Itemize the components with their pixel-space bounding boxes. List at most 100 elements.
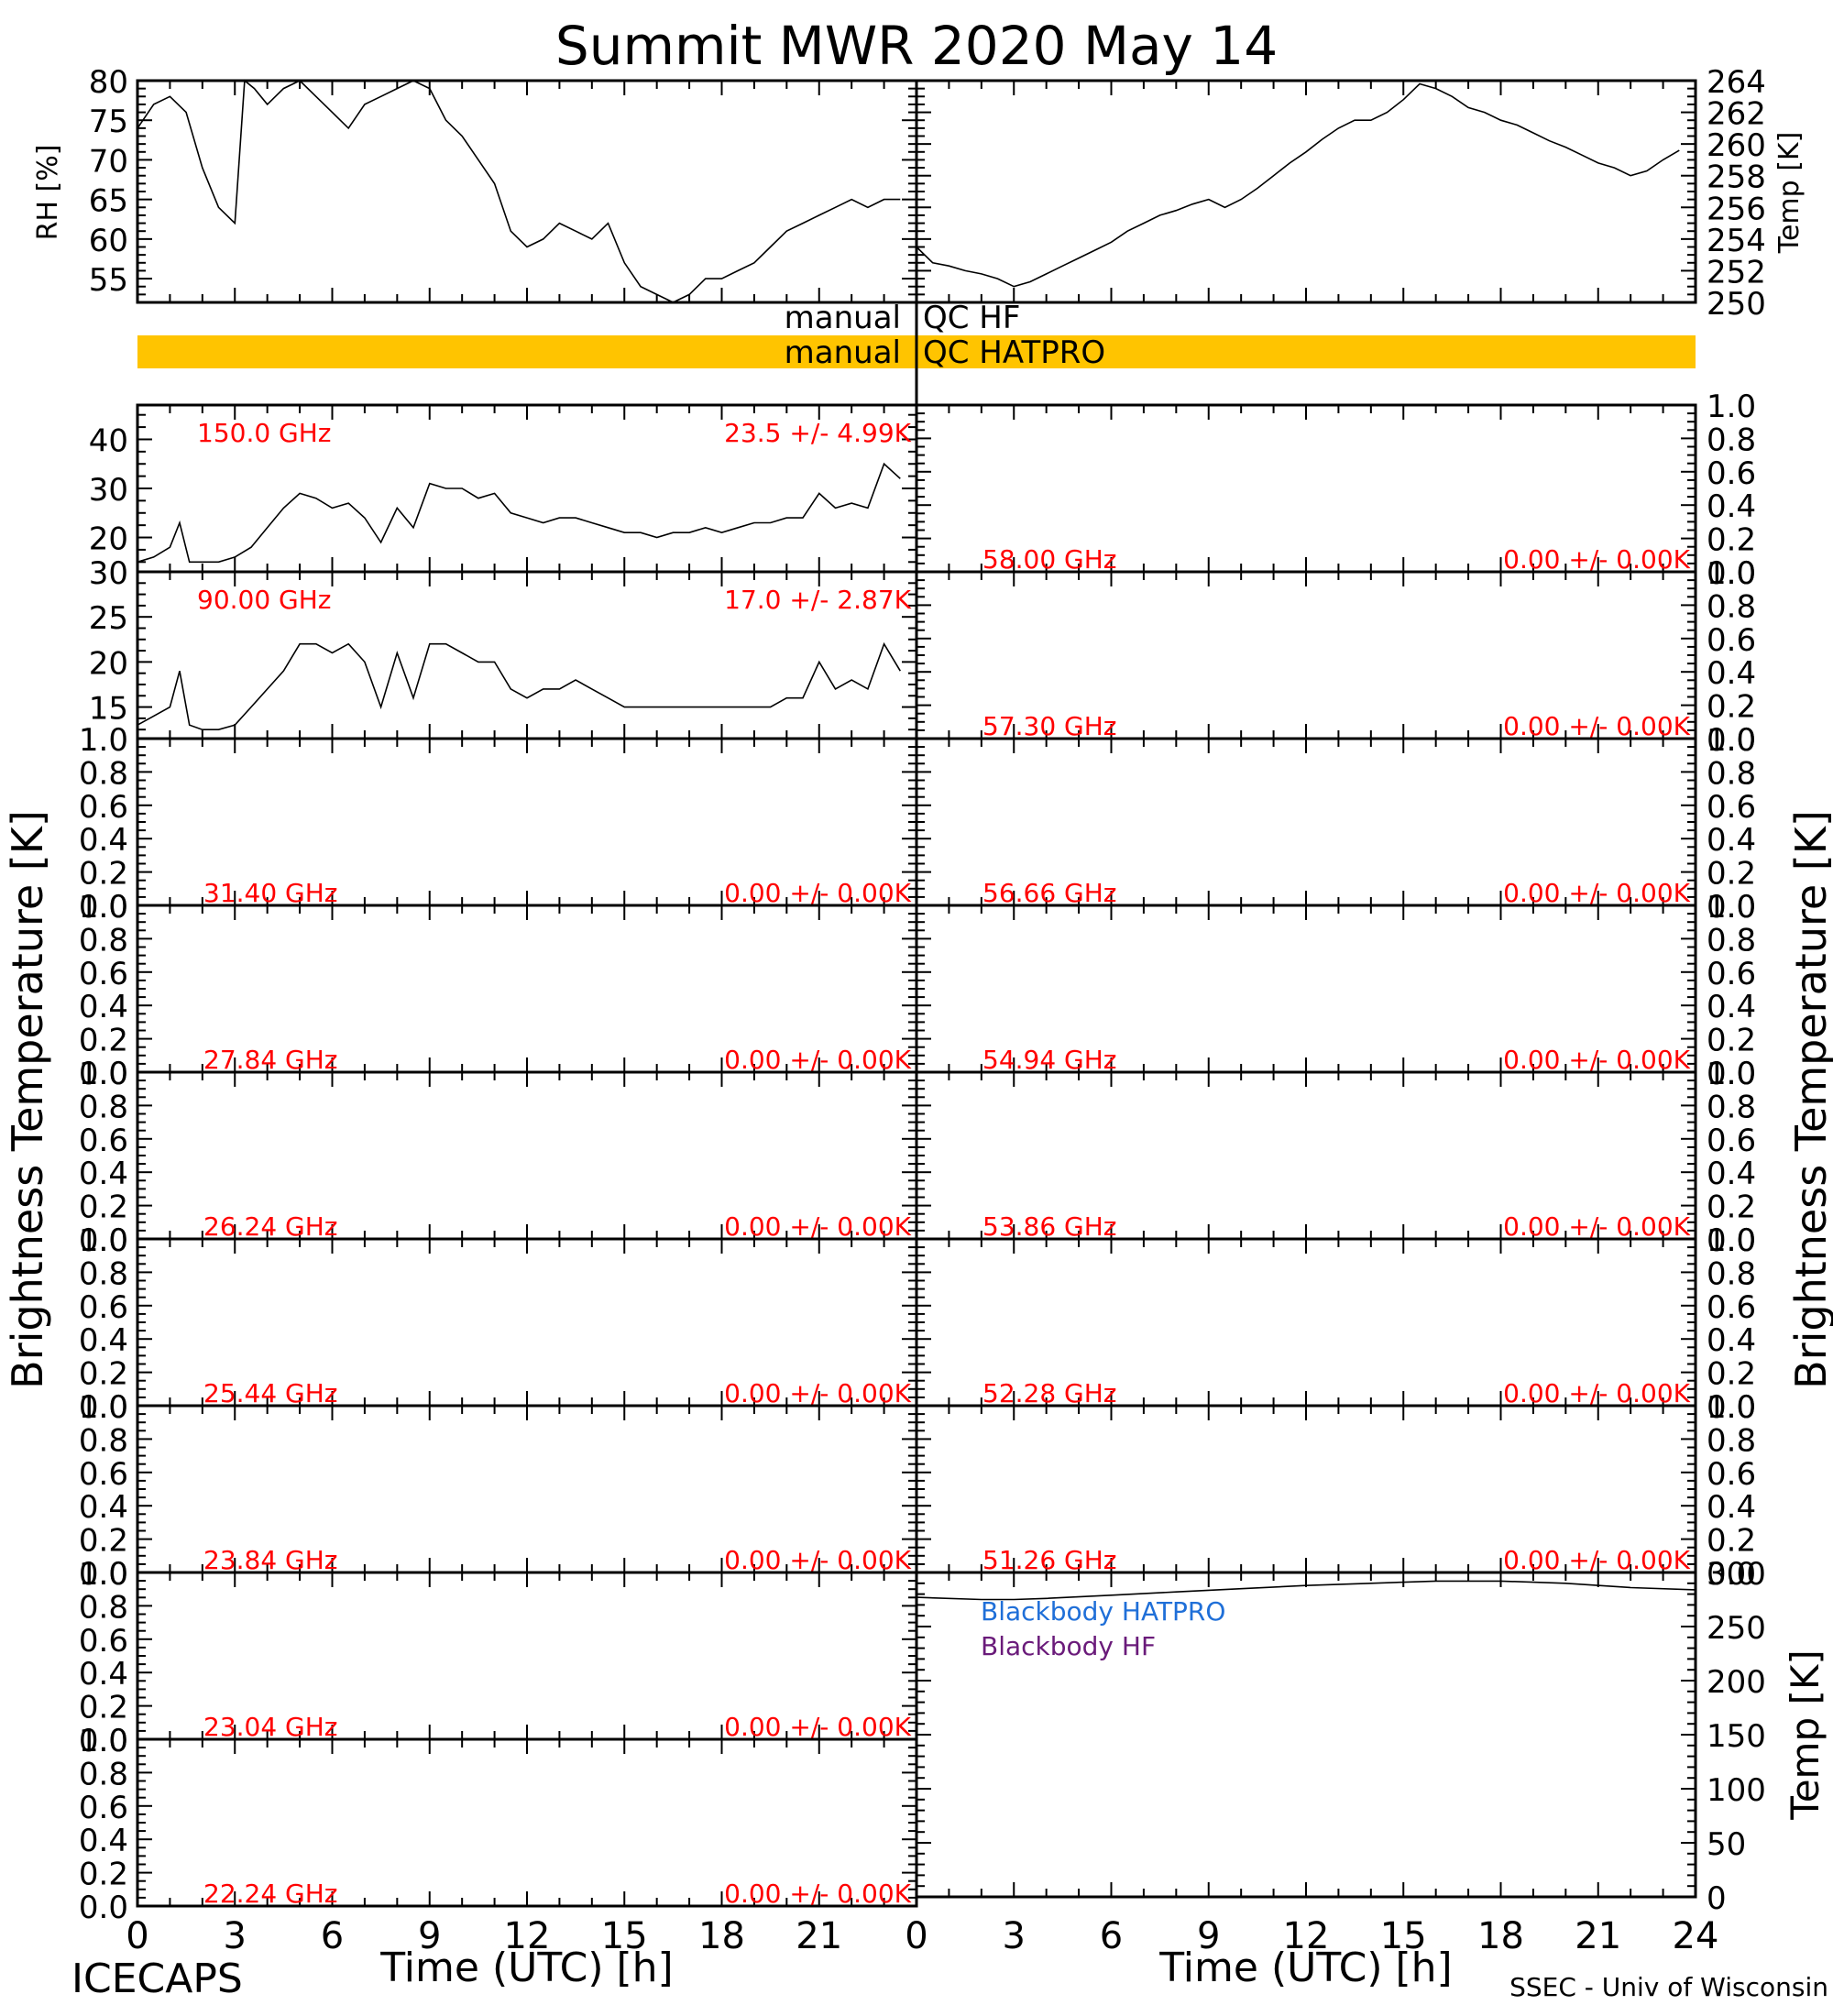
air-temp-ylabel: Temp [K] <box>1773 132 1806 255</box>
panel-ch_23.84: 0.00.20.40.60.81.023.84 GHz 0.00 +/- 0.00… <box>79 1389 918 1593</box>
y-tick-label: 264 <box>1707 64 1766 101</box>
y-tick-label: 0.4 <box>1707 822 1756 859</box>
y-tick-label: 0.6 <box>1707 789 1756 826</box>
y-tick-label: 262 <box>1707 96 1766 133</box>
channel-freq-label: 150.0 GHz <box>197 418 332 448</box>
channel-freq-label: 56.66 GHz <box>982 878 1117 908</box>
y-tick-label: 25 <box>89 600 128 637</box>
channel-stat-label: 0.00 +/- 0.00K <box>724 1879 911 1909</box>
y-tick-label: 254 <box>1707 223 1766 259</box>
y-tick-label: 0.2 <box>1707 522 1756 559</box>
x-tick-label: 18 <box>698 1915 745 1957</box>
x-tick-label: 0 <box>905 1915 927 1957</box>
panel-ch_150: 20 30 40 150.0 GHz 23.5 +/- 4.99K <box>89 403 918 574</box>
y-tick-label: 0.2 <box>1707 856 1756 893</box>
y-tick-label: 0.0 <box>1707 1056 1756 1092</box>
y-tick-label: 30 <box>89 555 128 592</box>
y-tick-label: 0.0 <box>1707 1389 1756 1426</box>
x-tick-label: 24 <box>1673 1915 1719 1957</box>
channel-freq-label: 57.30 GHz <box>982 711 1117 741</box>
channel-freq-label: 25.44 GHz <box>203 1378 338 1408</box>
panel-ch_58.00: 0.00.20.40.60.81.058.00 GHz 0.00 +/- 0.00… <box>915 389 1756 592</box>
y-tick-label: 1.0 <box>79 1389 128 1426</box>
channel-freq-label: 23.04 GHz <box>203 1712 338 1742</box>
y-tick-label: 0.0 <box>79 1890 128 1926</box>
left-ylabel: Brightness Temperature [K] <box>3 810 52 1389</box>
y-tick-label: 0.6 <box>79 956 128 992</box>
x-tick-label: 15 <box>1380 1915 1427 1957</box>
channel-freq-label: 51.26 GHz <box>982 1545 1117 1575</box>
channel-freq-label: 27.84 GHz <box>203 1045 338 1075</box>
panel-ch_27.84: 0.00.20.40.60.81.027.84 GHz 0.00 +/- 0.00… <box>79 889 918 1092</box>
channel-stat-label: 0.00 +/- 0.00K <box>1503 1545 1690 1575</box>
y-tick-label: 0.2 <box>1707 1189 1756 1226</box>
y-tick-label: 1.0 <box>1707 889 1756 926</box>
y-tick-label: 258 <box>1707 159 1766 196</box>
y-tick-label: 0.6 <box>1707 1456 1756 1493</box>
x-tick-label: 3 <box>1003 1915 1026 1957</box>
y-tick-label: 0.8 <box>1707 922 1756 959</box>
blackbody-line <box>916 1580 1696 1601</box>
y-tick-label: 0.6 <box>79 1623 128 1660</box>
x-tick-label: 0 <box>126 1915 148 1957</box>
y-tick-label: 250 <box>1707 1610 1766 1647</box>
y-tick-label: 40 <box>89 422 128 459</box>
y-tick-label: 0.0 <box>1707 1222 1756 1259</box>
y-tick-label: 1.0 <box>79 722 128 759</box>
y-tick-label: 0.8 <box>79 1089 128 1125</box>
y-tick-label: 100 <box>1707 1772 1766 1809</box>
y-tick-label: 1.0 <box>79 1556 128 1593</box>
y-tick-label: 0.2 <box>79 1356 128 1393</box>
y-tick-label: 0.8 <box>79 922 128 959</box>
y-tick-label: 75 <box>89 104 128 140</box>
channel-stat-label: 0.00 +/- 0.00K <box>724 1712 911 1742</box>
y-tick-label: 0.8 <box>1707 1255 1756 1292</box>
panel-ch_54.94: 0.00.20.40.60.81.054.94 GHz 0.00 +/- 0.00… <box>915 889 1756 1092</box>
y-tick-label: 0.0 <box>79 1056 128 1092</box>
tb-line <box>137 462 901 564</box>
x-tick-label: 18 <box>1477 1915 1524 1957</box>
y-tick-label: 1.0 <box>79 1056 128 1092</box>
channel-freq-label: 53.86 GHz <box>982 1211 1117 1242</box>
y-tick-label: 0.2 <box>1707 1356 1756 1393</box>
y-tick-label: 1.0 <box>1707 722 1756 759</box>
channel-stat-label: 23.5 +/- 4.99K <box>724 418 911 448</box>
figure-title: Summit MWR 2020 May 14 <box>555 15 1278 77</box>
channel-freq-label: 23.84 GHz <box>203 1545 338 1575</box>
plot-frame <box>136 79 918 304</box>
xlabel-right: Time (UTC) [h] <box>1158 1945 1452 1991</box>
y-tick-label: 0.8 <box>1707 1422 1756 1459</box>
y-tick-label: 0.2 <box>79 856 128 893</box>
y-tick-label: 65 <box>89 183 128 220</box>
y-tick-label: 0.6 <box>79 1790 128 1826</box>
y-tick-label: 0.0 <box>79 1222 128 1259</box>
qc-hatpro-right-label: QC HATPRO <box>923 334 1105 371</box>
y-tick-label: 1.0 <box>79 889 128 926</box>
y-tick-label: 30 <box>89 472 128 509</box>
qc-hf-left-label: manual <box>785 300 901 336</box>
channel-freq-label: 58.00 GHz <box>982 544 1117 575</box>
channel-stat-label: 0.00 +/- 0.00K <box>1503 1045 1690 1075</box>
panel-ch_90: 15 20 25 30 90.00 GHz 17.0 +/- 2.87K <box>89 555 918 740</box>
channel-stat-label: 0.00 +/- 0.00K <box>1503 878 1690 908</box>
panel-ch_22.24: 0.00.20.40.60.81.022.24 GHz 0.00 +/- 0.00… <box>79 1723 918 1926</box>
panel-ch_23.04: 0.00.20.40.60.81.023.04 GHz 0.00 +/- 0.00… <box>79 1556 918 1759</box>
x-tick-label: 9 <box>1197 1915 1220 1957</box>
blackbody-ylabel: Temp [K] <box>1783 1649 1828 1821</box>
y-tick-label: 0.2 <box>79 1189 128 1226</box>
y-tick-label: 70 <box>89 143 128 180</box>
y-tick-label: 0.4 <box>79 1823 128 1859</box>
y-tick-label: 0.4 <box>1707 1156 1756 1192</box>
x-tick-label: 21 <box>796 1915 842 1957</box>
panel-ch_26.24: 0.00.20.40.60.81.026.24 GHz 0.00 +/- 0.00… <box>79 1056 918 1259</box>
y-tick-label: 252 <box>1707 254 1766 290</box>
channel-stat-label: 0.00 +/- 0.00K <box>1503 1211 1690 1242</box>
y-tick-label: 0.6 <box>79 1123 128 1159</box>
x-tick-label: 12 <box>1283 1915 1330 1957</box>
y-tick-label: 50 <box>1707 1826 1746 1863</box>
panel-ch_51.26: 0.00.20.40.60.81.051.26 GHz 0.00 +/- 0.00… <box>915 1389 1756 1593</box>
y-tick-label: 20 <box>89 521 128 558</box>
tb-line <box>137 641 901 730</box>
channel-freq-label: 26.24 GHz <box>203 1211 338 1242</box>
y-tick-label: 0.0 <box>79 1556 128 1593</box>
